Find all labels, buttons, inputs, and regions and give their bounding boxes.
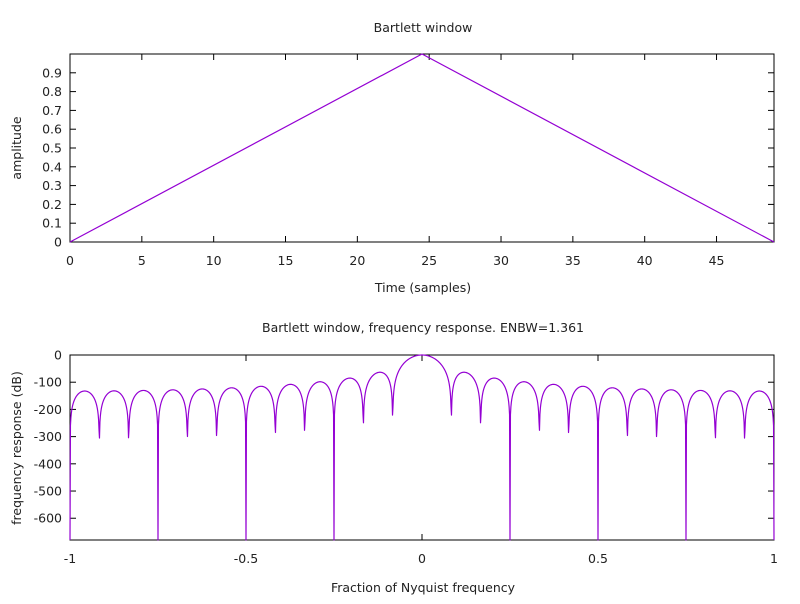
x-tick-label: 0 [66, 253, 74, 268]
x-tick-label: 5 [138, 253, 146, 268]
y-tick-label: -200 [34, 402, 62, 417]
chart-title: Bartlett window, frequency response. ENB… [262, 320, 584, 335]
y-tick-label: 0 [54, 235, 62, 250]
x-tick-label: 20 [349, 253, 365, 268]
x-tick-label: 30 [493, 253, 509, 268]
frequency-response-curve [69, 354, 775, 541]
tick-group: 0 5 10 15 20 25 30 35 40 45 0 0.1 0.2 0.3 0.4 0.5 0.6 0.7… [42, 54, 774, 268]
y-tick-label: -500 [34, 484, 62, 499]
x-tick-label: 40 [637, 253, 653, 268]
frequency-response-chart: Bartlett window, frequency response. ENB… [9, 320, 778, 595]
x-tick-label: 45 [709, 253, 725, 268]
y-tick-label: -600 [34, 511, 62, 526]
plot-frame [69, 53, 775, 243]
y-tick-label: 0.1 [42, 216, 62, 231]
x-tick-label: 0 [418, 551, 426, 566]
x-tick-label: 15 [278, 253, 294, 268]
window-curve [69, 53, 775, 243]
chart-title: Bartlett window [374, 20, 473, 35]
tick-group: -1 -0.5 0 0.5 1 0 -100 -200 -300 -400 -500 -600 [34, 348, 778, 567]
y-axis-label: amplitude [9, 116, 24, 179]
y-tick-label: 0 [54, 348, 62, 363]
x-tick-label: 0.5 [588, 551, 608, 566]
x-tick-label: 1 [770, 551, 778, 566]
y-tick-label: -400 [34, 456, 62, 471]
y-tick-label: 0.8 [42, 84, 62, 99]
y-tick-label: 0.4 [42, 159, 62, 174]
x-tick-label: 35 [565, 253, 581, 268]
y-tick-label: 0.6 [42, 122, 62, 137]
y-tick-label: 0.9 [42, 65, 62, 80]
y-axis-label: frequency response (dB) [9, 371, 24, 525]
y-tick-label: -300 [34, 429, 62, 444]
y-tick-label: -100 [34, 375, 62, 390]
plot-frame [69, 354, 775, 541]
x-tick-label: -0.5 [234, 551, 258, 566]
x-axis-label: Time (samples) [374, 280, 471, 295]
x-axis-label: Fraction of Nyquist frequency [331, 580, 516, 595]
x-tick-label: -1 [64, 551, 76, 566]
bartlett-window-chart: Bartlett window 0 5 10 15 20 25 30 35 40 45 0 0.1 0.… [9, 20, 775, 295]
y-tick-label: 0.7 [42, 103, 62, 118]
y-tick-label: 0.5 [42, 141, 62, 156]
x-tick-label: 10 [206, 253, 222, 268]
x-tick-label: 25 [421, 253, 437, 268]
y-tick-label: 0.3 [42, 178, 62, 193]
y-tick-label: 0.2 [42, 197, 62, 212]
